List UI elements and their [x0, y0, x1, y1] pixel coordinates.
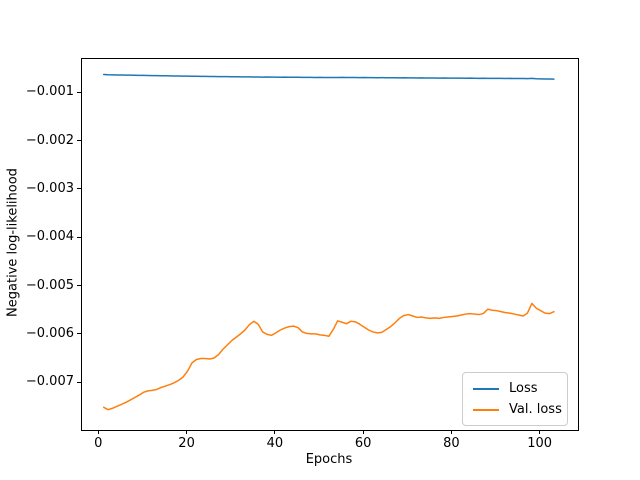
line-chart — [102, 73, 555, 411]
y-tick-label: −0.001 — [25, 84, 74, 100]
loss-line — [102, 73, 555, 80]
y-tick-mark — [77, 333, 81, 335]
x-tick-mark — [362, 430, 364, 434]
y-tick-mark — [77, 236, 81, 238]
x-tick-label: 40 — [266, 436, 284, 451]
x-tick-label: 80 — [443, 436, 460, 451]
y-tick-label: −0.007 — [25, 374, 74, 390]
x-tick-mark — [97, 430, 99, 434]
legend-item-val-loss: Val. loss — [463, 399, 567, 420]
loss-line-swatch — [473, 387, 499, 390]
x-tick-label: 20 — [178, 436, 195, 451]
x-tick-mark — [539, 430, 541, 434]
val-loss-line — [102, 302, 555, 411]
y-tick-mark — [77, 285, 81, 287]
x-tick-mark — [450, 430, 452, 434]
x-tick-mark — [274, 430, 276, 434]
legend-label-val-loss: Val. loss — [509, 402, 562, 417]
plot-area — [81, 58, 579, 431]
x-tick-label: 100 — [527, 436, 553, 451]
x-tick-mark — [186, 430, 188, 434]
x-tick-label: 60 — [354, 436, 372, 451]
legend-item-loss: Loss — [463, 378, 567, 399]
x-axis-label: Epochs — [305, 452, 353, 467]
y-tick-mark — [77, 188, 81, 190]
val-loss-line-swatch — [473, 408, 499, 411]
y-tick-mark — [77, 91, 81, 93]
y-tick-label: −0.002 — [25, 132, 74, 148]
x-tick-label: 0 — [94, 436, 103, 451]
y-tick-mark — [77, 381, 81, 383]
y-tick-label: −0.006 — [25, 325, 74, 341]
y-tick-label: −0.005 — [25, 277, 74, 293]
y-tick-mark — [77, 140, 81, 142]
legend-label-loss: Loss — [509, 381, 538, 396]
legend: Loss Val. loss — [462, 372, 568, 426]
y-tick-label: −0.003 — [25, 180, 74, 196]
y-tick-label: −0.004 — [25, 229, 74, 245]
